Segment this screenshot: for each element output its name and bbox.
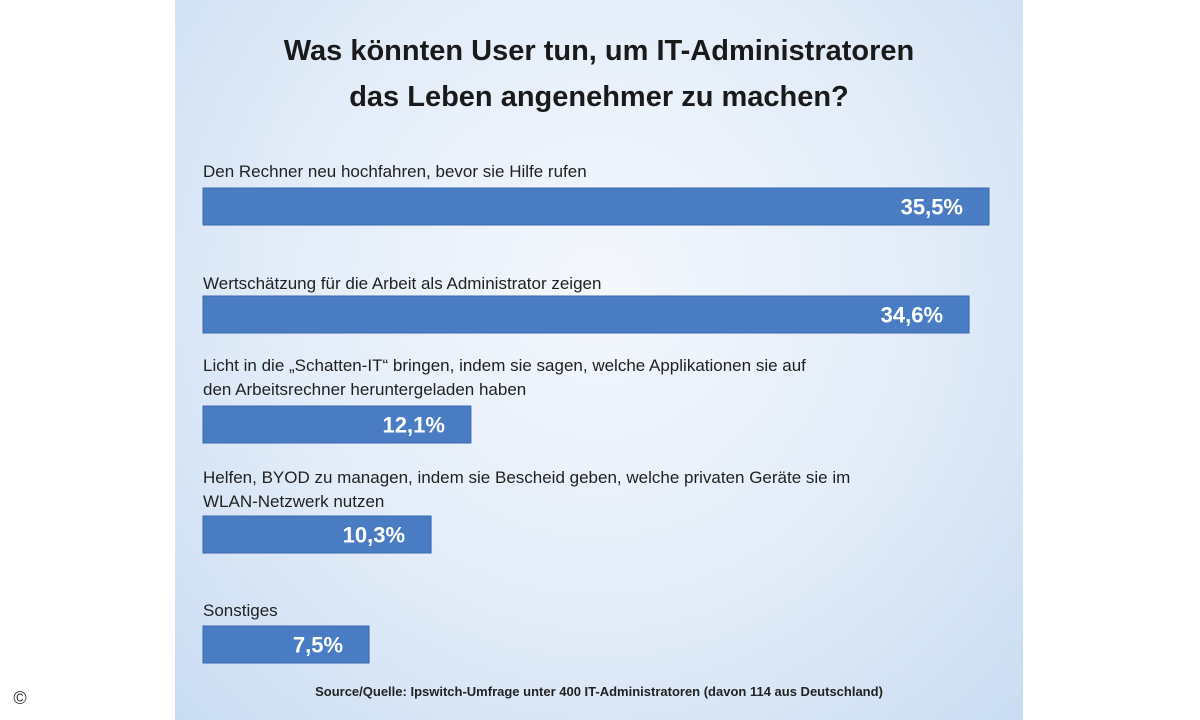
bar (202, 405, 472, 444)
bar (202, 187, 990, 226)
value-label: 34,6% (881, 303, 943, 328)
chart-title-line-1: Was könnten User tun, um IT-Administrato… (283, 35, 915, 67)
category-label: Den Rechner neu hochfahren, bevor sie Hi… (203, 162, 587, 181)
chart-title-line-2: das Leben angenehmer zu machen? (349, 81, 849, 113)
bar (202, 625, 370, 664)
chart-title: Was könnten User tun, um IT-Administrato… (175, 28, 1023, 120)
category-label: Helfen, BYOD zu managen, indem sie Besch… (203, 468, 850, 487)
category-label: WLAN-Netzwerk nutzen (203, 492, 384, 511)
category-label: Wertschätzung für die Arbeit als Adminis… (203, 274, 601, 293)
value-label: 35,5% (901, 195, 963, 220)
category-label: Licht in die „Schatten-IT“ bringen, inde… (203, 356, 806, 375)
bar-chart: Den Rechner neu hochfahren, bevor sie Hi… (202, 162, 990, 664)
bar (202, 515, 432, 554)
value-label: 10,3% (343, 523, 405, 548)
source-note: Source/Quelle: Ipswitch-Umfrage unter 40… (315, 684, 883, 699)
chart-panel: Was könnten User tun, um IT-Administrato… (175, 0, 1023, 720)
category-label: den Arbeitsrechner heruntergeladen haben (203, 380, 526, 399)
value-label: 12,1% (383, 413, 445, 438)
category-label: Sonstiges (203, 601, 278, 620)
bar (202, 295, 970, 334)
value-label: 7,5% (293, 633, 343, 658)
copyright-icon: © (13, 688, 27, 708)
